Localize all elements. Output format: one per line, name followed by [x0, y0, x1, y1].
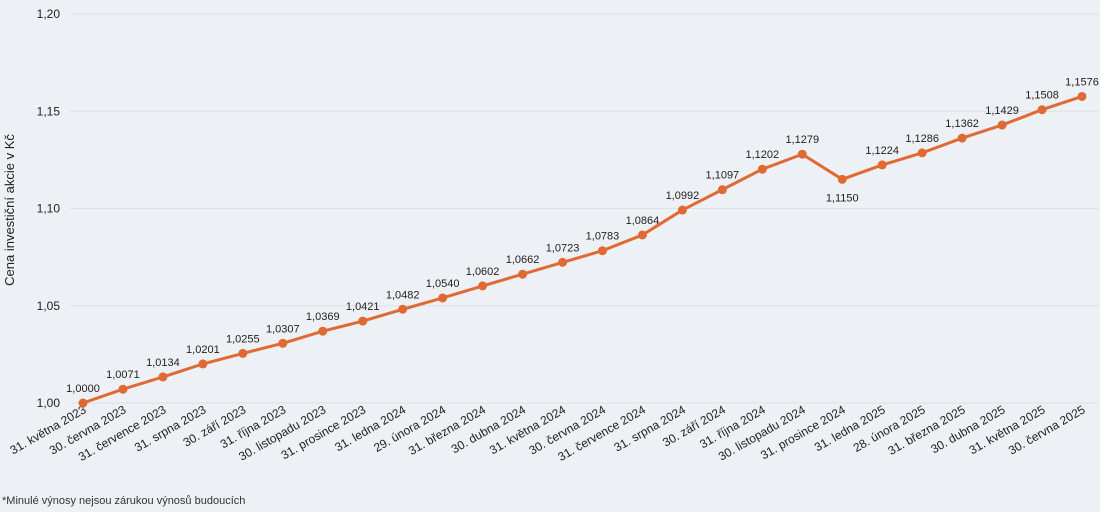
data-point[interactable] [1077, 91, 1087, 101]
data-label: 1,1097 [706, 170, 740, 182]
y-tick-label: 1,15 [37, 104, 61, 118]
data-label: 1,1279 [785, 134, 819, 146]
data-point[interactable] [438, 293, 448, 303]
data-point[interactable] [158, 372, 168, 382]
y-axis-ticks: 1,00 1,05 1,10 1,15 1,20 [37, 7, 61, 410]
data-label: 1,0255 [226, 333, 260, 345]
data-label: 1,1429 [985, 105, 1019, 117]
data-label: 1,0602 [466, 266, 500, 278]
data-point[interactable] [238, 348, 248, 358]
data-point[interactable] [957, 133, 967, 143]
data-label: 1,1508 [1025, 90, 1059, 102]
data-point[interactable] [518, 269, 528, 279]
data-point[interactable] [917, 148, 927, 158]
series-layer [78, 91, 1087, 408]
data-point[interactable] [597, 246, 607, 256]
data-point[interactable] [637, 230, 647, 240]
data-label: 1,0662 [506, 254, 540, 266]
data-label: 1,1576 [1065, 76, 1099, 88]
data-point[interactable] [118, 384, 128, 394]
y-tick-label: 1,20 [37, 7, 61, 21]
data-point[interactable] [278, 338, 288, 348]
data-label: 1,0307 [266, 323, 300, 335]
data-point[interactable] [797, 149, 807, 159]
y-tick-label: 1,00 [37, 396, 61, 410]
data-label: 1,1286 [905, 133, 939, 145]
series-line [81, 94, 1084, 405]
data-label: 1,1202 [745, 149, 779, 161]
data-label: 1,0134 [146, 357, 180, 369]
data-point[interactable] [1037, 105, 1047, 115]
data-point[interactable] [997, 120, 1007, 130]
data-label: 1,0540 [426, 278, 460, 290]
data-label: 1,0864 [626, 215, 660, 227]
data-point[interactable] [877, 160, 887, 170]
y-tick-label: 1,10 [37, 202, 61, 216]
data-label: 1,1362 [945, 118, 979, 130]
footnote: *Minulé výnosy nejsou zárukou výnosů bud… [2, 495, 246, 507]
data-label: 1,1150 [826, 192, 859, 204]
data-point[interactable] [318, 326, 328, 336]
data-label: 1,0369 [306, 311, 340, 323]
data-label: 1,0201 [186, 344, 220, 356]
data-label: 1,0482 [386, 289, 420, 301]
data-point[interactable] [78, 398, 88, 408]
data-label: 1,0783 [586, 231, 620, 243]
data-point[interactable] [398, 304, 408, 314]
data-label: 1,0421 [346, 301, 380, 313]
data-label: 1,0071 [106, 369, 140, 381]
grid-layer [70, 13, 1098, 404]
data-labels: 1,0000 1,0071 1,0134 1,0201 1,0255 1,0307 1,03… [66, 76, 1099, 395]
y-tick-label: 1,05 [37, 299, 61, 313]
data-point[interactable] [757, 164, 767, 174]
data-label: 1,0723 [546, 242, 580, 254]
data-point[interactable] [358, 316, 368, 326]
data-point[interactable] [198, 359, 208, 369]
data-point[interactable] [558, 257, 568, 267]
data-point[interactable] [478, 281, 488, 291]
data-point[interactable] [677, 205, 687, 215]
y-axis-label: Cena investiční akcie v Kč [2, 134, 17, 286]
data-label: 1,0992 [666, 190, 700, 202]
data-label: 1,1224 [865, 145, 899, 157]
data-point[interactable] [717, 185, 727, 195]
data-label: 1,0000 [66, 383, 100, 395]
data-point[interactable] [837, 174, 847, 184]
